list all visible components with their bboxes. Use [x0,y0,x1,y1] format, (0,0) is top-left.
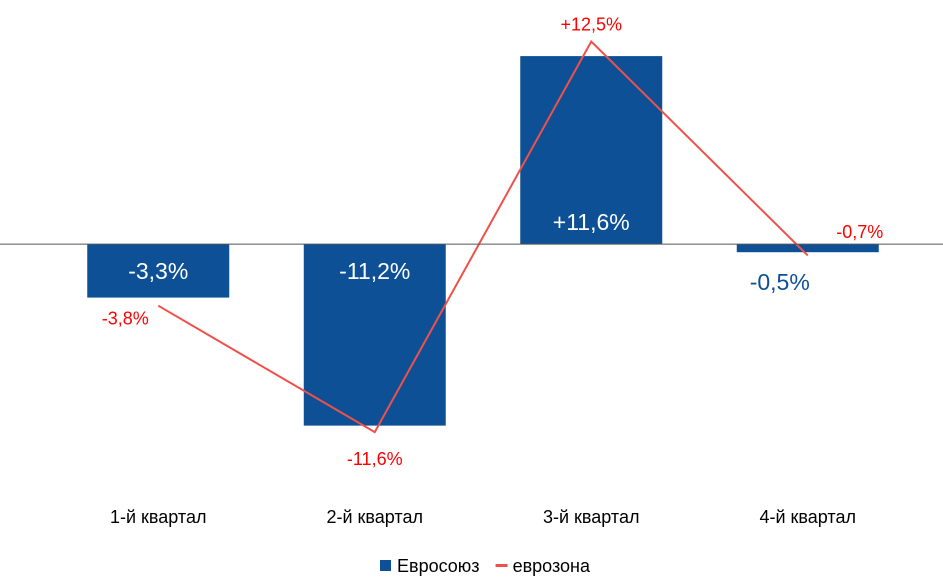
bar-value-label: +11,6% [553,209,630,235]
line-value-label: -0,7% [836,222,883,242]
legend-swatch [495,564,508,567]
bar [303,244,446,426]
line-value-label: +12,5% [560,14,622,34]
bar-value-label: -0,5% [750,269,810,295]
x-tick-label: 3-й квартал [543,507,639,527]
bar [736,244,879,253]
x-tick-label: 4-й квартал [760,507,856,527]
legend-label: еврозона [513,556,591,576]
line-value-label: -3,8% [102,308,149,328]
bar-value-label: -11,2% [339,258,410,284]
line-value-label: -11,6% [347,449,403,469]
bar-value-label: -3,3% [128,258,188,284]
line [157,39,809,434]
bar [87,244,230,298]
x-tick-label: 2-й квартал [327,507,423,527]
x-tick-label: 1-й квартал [110,507,206,527]
legend-swatch [380,560,391,571]
legend-label: Евросоюз [397,556,480,576]
